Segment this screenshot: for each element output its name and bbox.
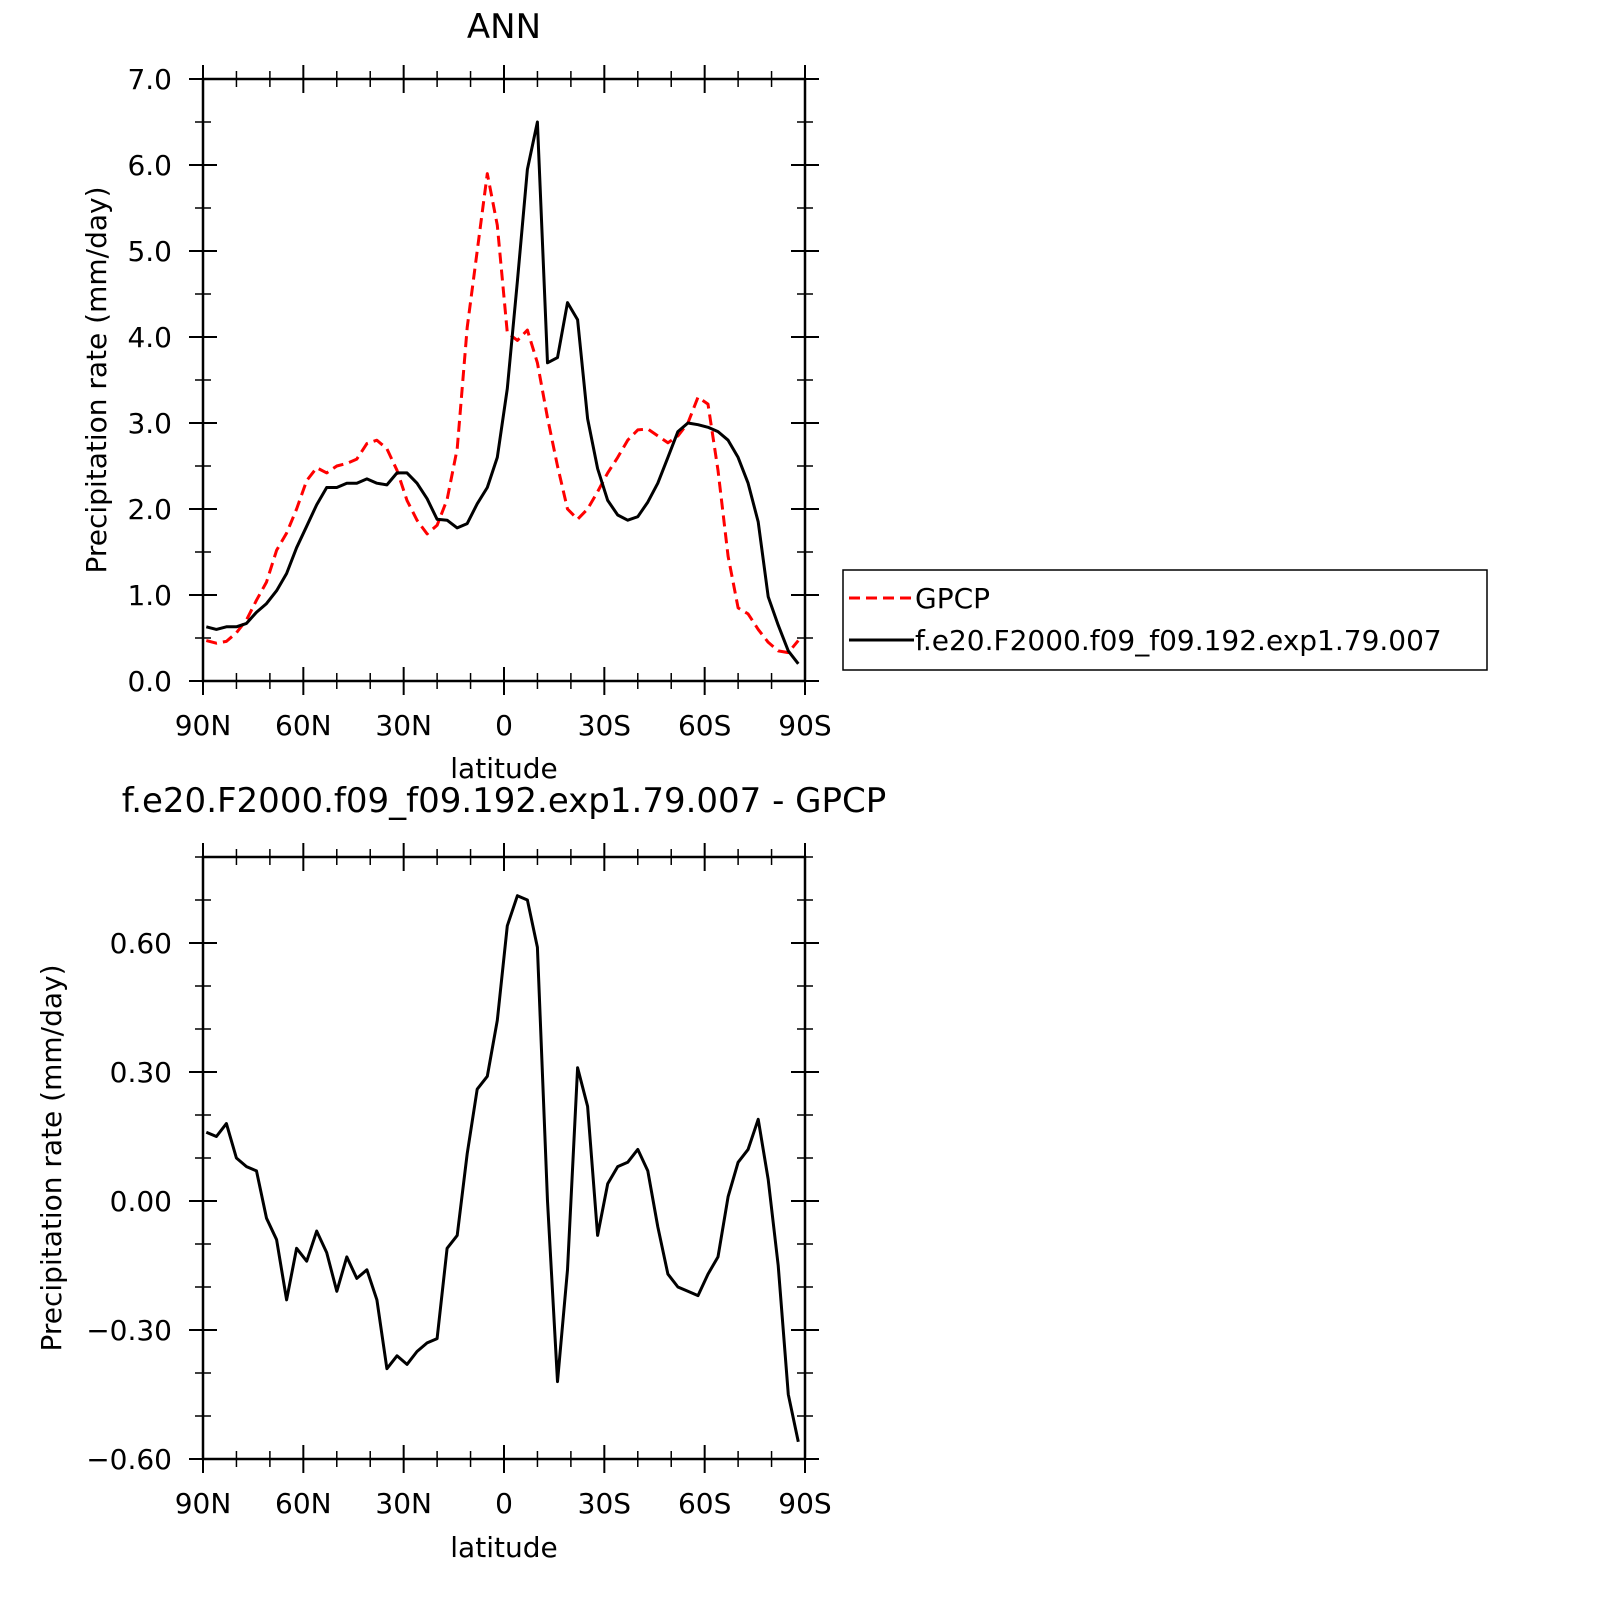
top-y-tick-labels: 0.0 1.0 2.0 3.0 4.0 5.0 6.0 7.0 <box>127 63 172 698</box>
top-ticks <box>189 65 819 695</box>
bottom-x-tick-label: 30S <box>578 1487 631 1520</box>
bottom-lines <box>205 894 800 1443</box>
bottom-x-tick-label: 90N <box>175 1487 232 1520</box>
top-x-tick-label: 30N <box>375 709 432 742</box>
top-x-tick-labels: 90N 60N 30N 0 30S 60S 90S <box>175 709 832 742</box>
top-y-axis-label: Precipitation rate (mm/day) <box>80 186 113 573</box>
top-x-tick-label: 30S <box>578 709 631 742</box>
bottom-x-tick-label: 30N <box>375 1487 432 1520</box>
bottom-panel: f.e20.F2000.f09_f09.192.exp1.79.007 - GP… <box>35 781 886 1564</box>
bottom-x-tick-label: 60S <box>678 1487 731 1520</box>
bottom-series-line-difference <box>205 894 800 1443</box>
top-series-line-gpcp <box>205 172 800 655</box>
top-y-tick-label: 3.0 <box>127 407 172 440</box>
top-y-tick-label: 0.0 <box>127 665 172 698</box>
bottom-y-tick-label: 0.60 <box>110 927 172 960</box>
top-x-axis-label: latitude <box>450 752 557 785</box>
bottom-x-tick-label: 90S <box>778 1487 831 1520</box>
legend: GPCP f.e20.F2000.f09_f09.192.exp1.79.007 <box>842 569 1488 671</box>
top-y-tick-label: 1.0 <box>127 579 172 612</box>
bottom-ticks <box>189 843 819 1473</box>
top-series-line-model <box>205 120 800 665</box>
top-panel: ANN 0.0 1.0 2.0 3.0 4.0 5.0 6.0 7.0 90N 60N 30N 0 3… <box>80 7 832 785</box>
bottom-y-tick-label: −0.30 <box>86 1314 172 1347</box>
top-x-tick-label: 90S <box>778 709 831 742</box>
bottom-title: f.e20.F2000.f09_f09.192.exp1.79.007 - GP… <box>122 781 887 821</box>
top-y-tick-label: 4.0 <box>127 321 172 354</box>
bottom-y-tick-label: 0.30 <box>110 1056 172 1089</box>
top-y-tick-label: 6.0 <box>127 149 172 182</box>
top-x-tick-label: 60N <box>275 709 332 742</box>
bottom-x-axis-label: latitude <box>450 1531 557 1564</box>
bottom-x-tick-labels: 90N 60N 30N 0 30S 60S 90S <box>175 1487 832 1520</box>
top-x-tick-label: 60S <box>678 709 731 742</box>
bottom-y-tick-labels: −0.60 −0.30 0.00 0.30 0.60 <box>86 927 172 1476</box>
bottom-x-tick-label: 0 <box>495 1487 513 1520</box>
top-x-tick-label: 90N <box>175 709 232 742</box>
top-y-tick-label: 2.0 <box>127 493 172 526</box>
top-y-tick-label: 5.0 <box>127 235 172 268</box>
top-x-tick-label: 0 <box>495 709 513 742</box>
bottom-y-axis-label: Precipitation rate (mm/day) <box>35 964 68 1351</box>
top-plot-frame <box>201 77 807 683</box>
top-y-tick-label: 7.0 <box>127 63 172 96</box>
bottom-y-tick-label: 0.00 <box>110 1185 172 1218</box>
top-lines <box>205 120 800 665</box>
legend-label-gpcp: GPCP <box>915 582 990 615</box>
legend-label-model: f.e20.F2000.f09_f09.192.exp1.79.007 <box>915 624 1442 657</box>
bottom-x-tick-label: 60N <box>275 1487 332 1520</box>
bottom-y-tick-label: −0.60 <box>86 1443 172 1476</box>
legend-box <box>842 569 1488 671</box>
top-title: ANN <box>467 7 541 47</box>
